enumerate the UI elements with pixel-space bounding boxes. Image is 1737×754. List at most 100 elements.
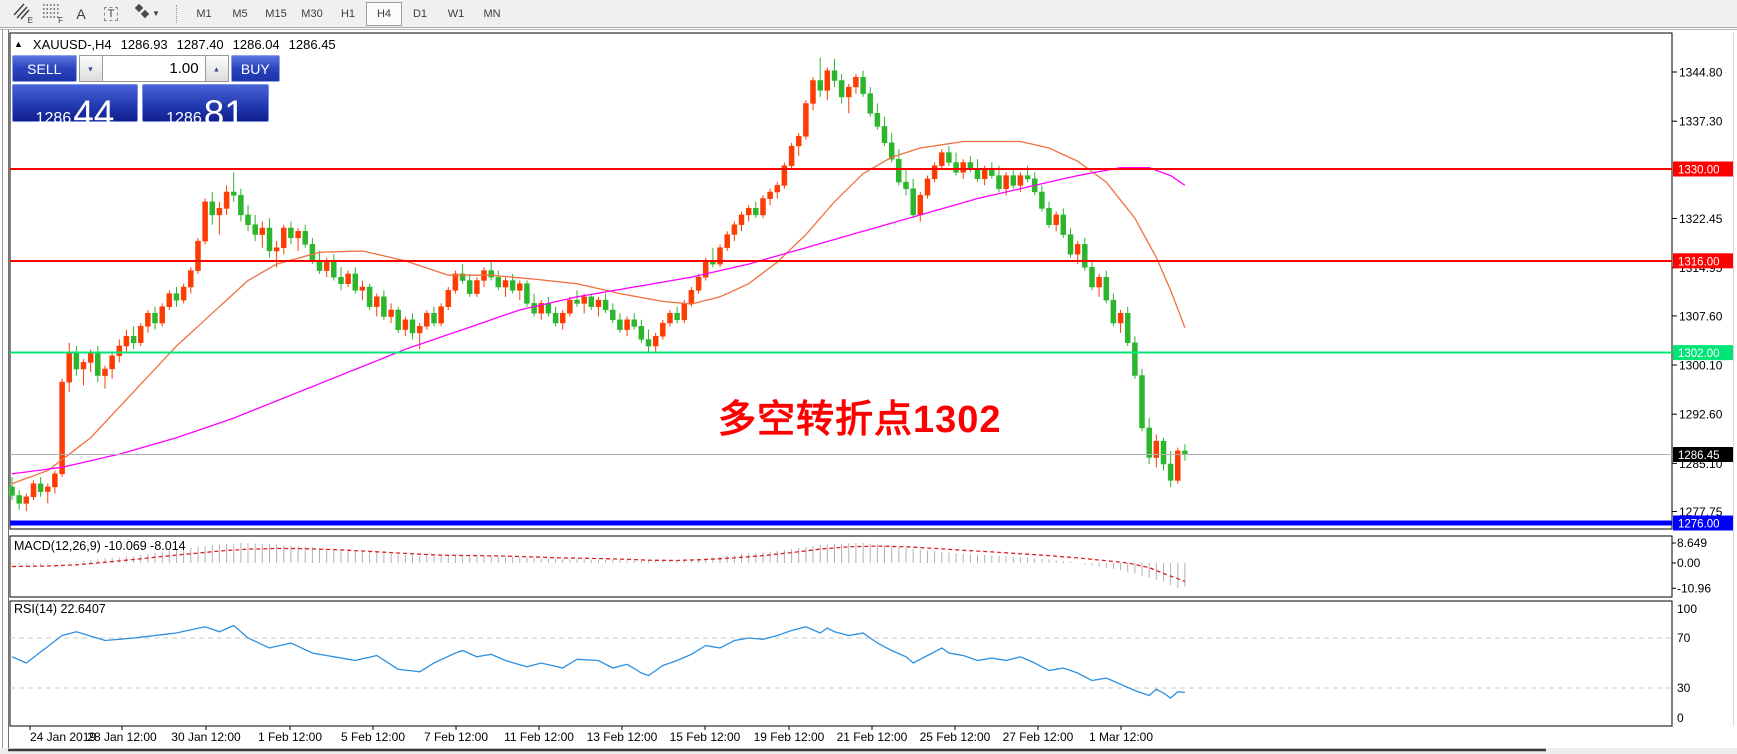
- toolbar: E F A T ▼ M1 M5 M: [0, 0, 1737, 28]
- open-value: 1286.93: [120, 37, 168, 52]
- timeframe-d1-button[interactable]: D1: [412, 7, 428, 20]
- price-axis[interactable]: 1344.801337.301322.451314.951307.601300.…: [1672, 66, 1733, 531]
- low-value: 1286.04: [232, 37, 280, 52]
- fibo-grid-tool-button[interactable]: F: [36, 2, 66, 26]
- date-label: 11 Feb 12:00: [504, 730, 574, 744]
- price-badge-label: 1276.00: [1678, 519, 1720, 531]
- rsi-pane[interactable]: [9, 600, 1673, 727]
- sell-price-display[interactable]: 1286 44: [12, 84, 138, 132]
- ma-fast-line: [11, 140, 1186, 485]
- date-label: 13 Feb 12:00: [587, 730, 658, 744]
- volume-decrease-button[interactable]: ▼: [78, 55, 103, 82]
- macd-signal-line: [11, 545, 1186, 583]
- price-tick-label: 1292.60: [1679, 408, 1723, 422]
- date-label: 1 Mar 12:00: [1089, 730, 1153, 744]
- buy-price-big-digits: 81: [203, 93, 245, 134]
- date-label: 19 Feb 12:00: [754, 730, 825, 744]
- high-value: 1287.40: [176, 37, 224, 52]
- price-tick-label: 1337.30: [1679, 115, 1723, 129]
- price-tick-label: 1322.45: [1679, 212, 1723, 226]
- macd-axis-label: 0.00: [1677, 556, 1701, 570]
- date-label: 7 Feb 12:00: [424, 730, 488, 744]
- chart-text-annotation: 多空转折点1302: [718, 399, 1002, 441]
- timeframe-mn-button[interactable]: MN: [483, 7, 501, 20]
- indicator-axes: 8.649 0.00 -10.96 100 70 30 0: [1672, 536, 1711, 725]
- toolbar-separator: [176, 4, 178, 23]
- one-click-trading-panel: SELL ▼ ▲ BUY 1286 44 1286 81: [12, 55, 280, 132]
- fibo-grid-icon: [42, 2, 60, 25]
- close-value: 1286.45: [288, 37, 336, 52]
- horizontal-lines[interactable]: [10, 168, 1672, 526]
- timeframe-h4-button[interactable]: H4: [366, 1, 402, 26]
- rsi-indicator-label: RSI(14) 22.6407: [14, 602, 106, 616]
- price-badge-label: 1330.00: [1678, 165, 1720, 177]
- rsi-axis-label: 70: [1677, 631, 1691, 645]
- caret-down-icon: ▼: [87, 64, 95, 73]
- sell-price-big-digits: 44: [73, 93, 115, 134]
- price-tick-label: 1300.10: [1679, 359, 1723, 373]
- date-label: 5 Feb 12:00: [341, 730, 405, 744]
- timeframe-w1-button[interactable]: W1: [447, 7, 465, 20]
- buy-price-small-digits: 1286: [166, 110, 202, 127]
- timeframe-m5-button[interactable]: M5: [232, 7, 248, 20]
- date-label: 28 Jan 12:00: [87, 730, 157, 744]
- candlesticks: [9, 57, 1188, 512]
- chevron-down-icon: ▼: [152, 9, 160, 18]
- date-label: 24 Jan 2019: [30, 730, 96, 744]
- arrows-icon: [132, 3, 150, 24]
- tool-sub-label: E: [27, 15, 33, 25]
- sell-price-small-digits: 1286: [35, 110, 72, 127]
- tool-sub-label: F: [58, 15, 63, 25]
- macd-pane[interactable]: [9, 535, 1673, 598]
- collapse-panel-triangle-icon[interactable]: ▲: [14, 39, 23, 49]
- symbol-period-label: XAUUSD-,H4: [32, 37, 112, 52]
- timeframe-m15-button[interactable]: M15: [265, 7, 287, 20]
- price-badge: [1673, 345, 1733, 361]
- volume-input[interactable]: [102, 55, 205, 82]
- text-label-icon: T: [103, 6, 119, 21]
- macd-indicator-label: MACD(12,26,9) -10.069 -8.014: [14, 539, 186, 553]
- timeframe-h1-button[interactable]: H1: [340, 7, 356, 20]
- ma-slow-line: [11, 167, 1186, 475]
- text-tool-button[interactable]: A: [66, 2, 96, 26]
- rsi-axis-label: 0: [1677, 711, 1684, 725]
- price-badge: [1673, 161, 1733, 177]
- equidistant-channel-tool-button[interactable]: E: [6, 2, 36, 26]
- equidistant-channel-icon: [12, 2, 30, 25]
- macd-axis-label: 8.649: [1677, 536, 1707, 550]
- buy-price-display[interactable]: 1286 81: [142, 84, 269, 132]
- date-label: 25 Feb 12:00: [920, 730, 991, 744]
- price-badge-label: 1302.00: [1678, 348, 1720, 360]
- rsi-axis-label: 30: [1677, 681, 1691, 695]
- text-tool-icon: A: [76, 5, 86, 22]
- caret-up-icon: ▲: [213, 64, 221, 73]
- price-badge: [1673, 253, 1733, 269]
- text-label-tool-button[interactable]: T: [96, 2, 126, 26]
- price-tick-label: 1307.60: [1679, 309, 1723, 323]
- arrows-tool-button[interactable]: ▼: [126, 2, 166, 26]
- rsi-axis-label: 100: [1677, 602, 1697, 616]
- chart-ohlc-header: ▲ XAUUSD-,H4 1286.93 1287.40 1286.04 128…: [14, 37, 336, 52]
- macd-axis-label: -10.96: [1677, 581, 1711, 595]
- price-badge-label: 1286.45: [1678, 450, 1720, 462]
- timeframe-m30-button[interactable]: M30: [301, 7, 323, 20]
- date-label: 30 Jan 12:00: [171, 730, 241, 744]
- volume-increase-button[interactable]: ▲: [204, 55, 229, 82]
- price-badge-label: 1316.00: [1678, 256, 1720, 268]
- date-label: 15 Feb 12:00: [670, 730, 741, 744]
- rsi-line: [11, 624, 1185, 699]
- main-price-pane[interactable]: [9, 32, 1673, 530]
- buy-button[interactable]: BUY: [230, 55, 280, 82]
- price-badge: [1673, 447, 1733, 462]
- sell-button[interactable]: SELL: [12, 55, 77, 82]
- price-badge: [1673, 515, 1733, 531]
- date-label: 21 Feb 12:00: [837, 730, 908, 744]
- timeframe-m1-button[interactable]: M1: [196, 7, 212, 20]
- date-label: 27 Feb 12:00: [1003, 730, 1074, 744]
- macd-histogram: [11, 543, 1186, 589]
- date-label: 1 Feb 12:00: [258, 730, 322, 744]
- price-tick-label: 1344.80: [1679, 66, 1723, 80]
